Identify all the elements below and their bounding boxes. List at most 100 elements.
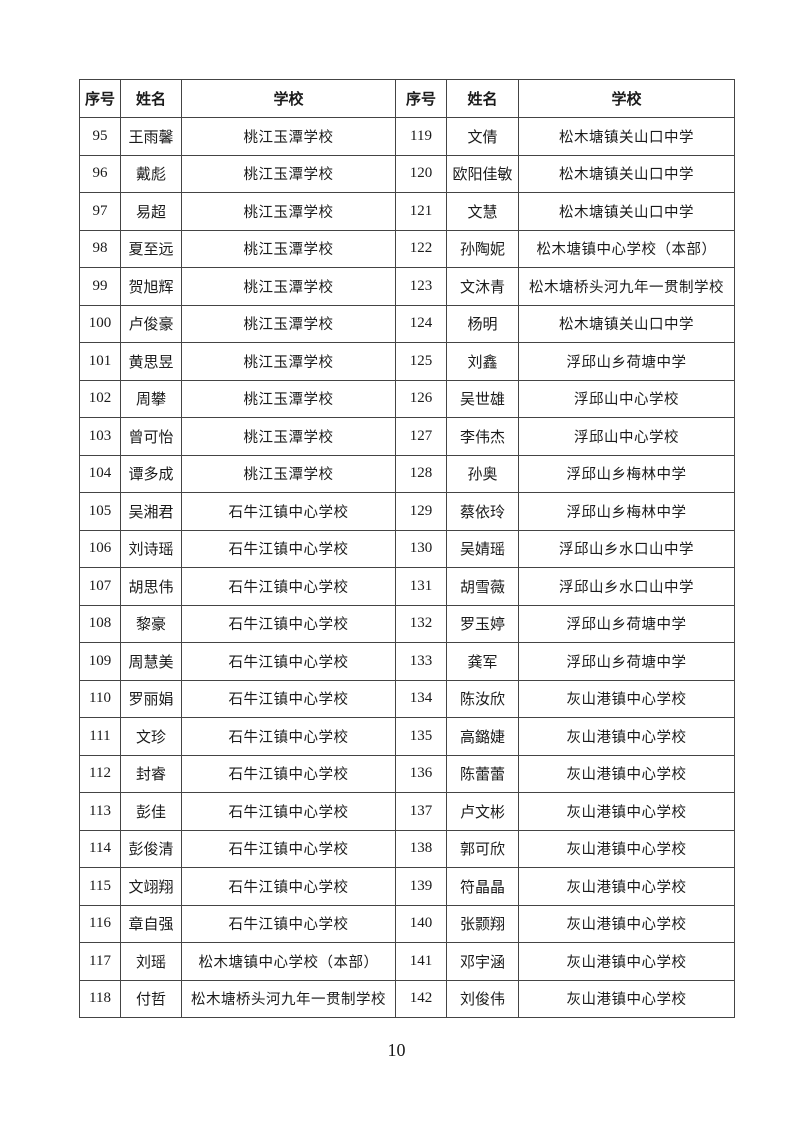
table-row: 112 封睿 石牛江镇中心学校 136 陈蕾蕾 灰山港镇中心学校	[79, 754, 735, 793]
cell-school: 松木塘镇中心学校（本部）	[181, 942, 396, 981]
cell-school: 松木塘镇关山口中学	[518, 304, 735, 343]
cell-no: 138	[395, 829, 447, 868]
cell-no: 137	[395, 792, 447, 831]
cell-school: 松木塘镇关山口中学	[518, 117, 735, 156]
cell-school: 桃江玉潭学校	[181, 379, 396, 418]
cell-no: 125	[395, 342, 447, 381]
cell-no: 95	[79, 117, 121, 156]
table-row: 97 易超 桃江玉潭学校 121 文慧 松木塘镇关山口中学	[79, 192, 735, 231]
cell-no: 129	[395, 492, 447, 531]
cell-no: 141	[395, 942, 447, 981]
cell-school: 桃江玉潭学校	[181, 229, 396, 268]
cell-school: 浮邱山乡荷塘中学	[518, 642, 735, 681]
cell-school: 浮邱山乡水口山中学	[518, 529, 735, 568]
cell-name: 谭多成	[120, 454, 182, 493]
cell-name: 胡雪薇	[446, 567, 519, 606]
cell-no: 139	[395, 867, 447, 906]
cell-no: 123	[395, 267, 447, 306]
header-no: 序号	[79, 79, 121, 118]
header-name: 姓名	[446, 79, 519, 118]
cell-no: 130	[395, 529, 447, 568]
cell-school: 浮邱山乡梅林中学	[518, 492, 735, 531]
cell-name: 文倩	[446, 117, 519, 156]
cell-no: 124	[395, 304, 447, 343]
table-row: 118 付哲 松木塘桥头河九年一贯制学校 142 刘俊伟 灰山港镇中心学校	[79, 979, 735, 1018]
cell-school: 浮邱山乡水口山中学	[518, 567, 735, 606]
table-row: 117 刘瑶 松木塘镇中心学校（本部） 141 邓宇涵 灰山港镇中心学校	[79, 942, 735, 981]
cell-name: 孙奥	[446, 454, 519, 493]
cell-name: 龚军	[446, 642, 519, 681]
cell-no: 109	[79, 642, 121, 681]
cell-school: 桃江玉潭学校	[181, 454, 396, 493]
cell-no: 131	[395, 567, 447, 606]
cell-no: 128	[395, 454, 447, 493]
cell-name: 蔡依玲	[446, 492, 519, 531]
cell-school: 松木塘镇关山口中学	[518, 154, 735, 193]
cell-school: 灰山港镇中心学校	[518, 717, 735, 756]
table-row: 96 戴彪 桃江玉潭学校 120 欧阳佳敏 松木塘镇关山口中学	[79, 154, 735, 193]
cell-no: 106	[79, 529, 121, 568]
cell-name: 章自强	[120, 904, 182, 943]
table-row: 111 文珍 石牛江镇中心学校 135 高鏴婕 灰山港镇中心学校	[79, 717, 735, 756]
cell-school: 石牛江镇中心学校	[181, 829, 396, 868]
cell-no: 119	[395, 117, 447, 156]
cell-no: 107	[79, 567, 121, 606]
cell-name: 周慧美	[120, 642, 182, 681]
cell-school: 灰山港镇中心学校	[518, 942, 735, 981]
table-row: 116 章自强 石牛江镇中心学校 140 张颢翔 灰山港镇中心学校	[79, 904, 735, 943]
table-row: 98 夏至远 桃江玉潭学校 122 孙陶妮 松木塘镇中心学校（本部）	[79, 229, 735, 268]
header-no: 序号	[395, 79, 447, 118]
cell-no: 116	[79, 904, 121, 943]
cell-name: 贺旭辉	[120, 267, 182, 306]
cell-school: 石牛江镇中心学校	[181, 679, 396, 718]
cell-name: 罗玉婷	[446, 604, 519, 643]
cell-school: 石牛江镇中心学校	[181, 754, 396, 793]
table-row: 110 罗丽娟 石牛江镇中心学校 134 陈汝欣 灰山港镇中心学校	[79, 679, 735, 718]
table-row: 115 文翊翔 石牛江镇中心学校 139 符晶晶 灰山港镇中心学校	[79, 867, 735, 906]
table-row: 103 曾可怡 桃江玉潭学校 127 李伟杰 浮邱山中心学校	[79, 417, 735, 456]
cell-no: 108	[79, 604, 121, 643]
cell-no: 102	[79, 379, 121, 418]
cell-name: 易超	[120, 192, 182, 231]
cell-no: 133	[395, 642, 447, 681]
cell-no: 132	[395, 604, 447, 643]
cell-school: 灰山港镇中心学校	[518, 679, 735, 718]
cell-school: 石牛江镇中心学校	[181, 604, 396, 643]
cell-school: 浮邱山乡梅林中学	[518, 454, 735, 493]
cell-name: 付哲	[120, 979, 182, 1018]
cell-name: 张颢翔	[446, 904, 519, 943]
table-body: 95 王雨馨 桃江玉潭学校 119 文倩 松木塘镇关山口中学 96 戴彪 桃江玉潭学校 120 欧阳…	[79, 117, 735, 1018]
cell-no: 97	[79, 192, 121, 231]
cell-no: 104	[79, 454, 121, 493]
table-row: 95 王雨馨 桃江玉潭学校 119 文倩 松木塘镇关山口中学	[79, 117, 735, 156]
header-row: 序号 姓名 学校 序号 姓名 学校	[79, 79, 735, 118]
cell-name: 文翊翔	[120, 867, 182, 906]
cell-school: 浮邱山中心学校	[518, 379, 735, 418]
cell-no: 127	[395, 417, 447, 456]
cell-school: 桃江玉潭学校	[181, 304, 396, 343]
cell-no: 100	[79, 304, 121, 343]
cell-no: 118	[79, 979, 121, 1018]
cell-no: 111	[79, 717, 121, 756]
table-row: 114 彭俊清 石牛江镇中心学校 138 郭可欣 灰山港镇中心学校	[79, 829, 735, 868]
cell-school: 灰山港镇中心学校	[518, 792, 735, 831]
cell-school: 石牛江镇中心学校	[181, 792, 396, 831]
cell-no: 101	[79, 342, 121, 381]
cell-school: 石牛江镇中心学校	[181, 642, 396, 681]
cell-school: 桃江玉潭学校	[181, 417, 396, 456]
cell-name: 曾可怡	[120, 417, 182, 456]
header-school: 学校	[518, 79, 735, 118]
cell-name: 欧阳佳敏	[446, 154, 519, 193]
cell-school: 石牛江镇中心学校	[181, 492, 396, 531]
cell-school: 桃江玉潭学校	[181, 192, 396, 231]
cell-school: 石牛江镇中心学校	[181, 717, 396, 756]
cell-no: 110	[79, 679, 121, 718]
cell-no: 99	[79, 267, 121, 306]
cell-name: 罗丽娟	[120, 679, 182, 718]
cell-school: 石牛江镇中心学校	[181, 904, 396, 943]
cell-name: 刘俊伟	[446, 979, 519, 1018]
cell-name: 吴婧瑶	[446, 529, 519, 568]
cell-school: 桃江玉潭学校	[181, 267, 396, 306]
cell-no: 142	[395, 979, 447, 1018]
cell-name: 夏至远	[120, 229, 182, 268]
